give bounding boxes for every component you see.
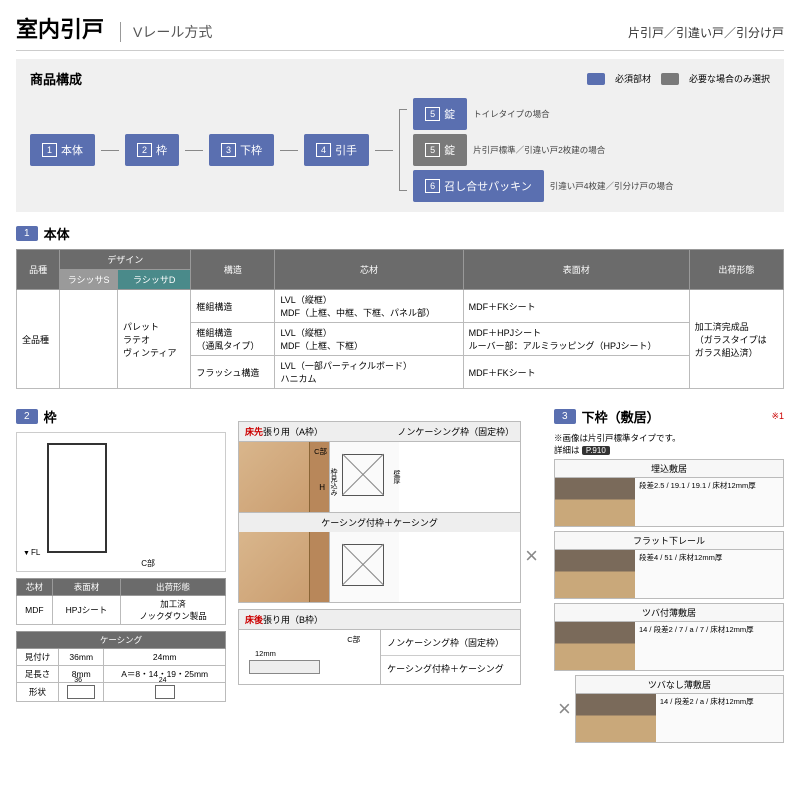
section-2-title: 枠 <box>44 407 57 426</box>
flow-step-2: 2枠 <box>125 134 179 166</box>
flow-opt-packing: 6召し合せパッキン <box>413 170 544 202</box>
flow-opt-note-1: トイレタイプの場合 <box>473 108 550 120</box>
frame-figure: FL C部 <box>16 432 226 572</box>
panel-a: 床先張り用（A枠）ノンケーシング枠（固定枠） C部 H 枠見込み 壁厚 ケー <box>238 421 521 603</box>
page-subtitle: Vレール方式 <box>120 22 212 42</box>
flow-step-4: 4引手 <box>304 134 369 166</box>
cross-icon-2: × <box>554 696 575 722</box>
section-2-header: 2 枠 <box>16 407 226 426</box>
section-1-badge: 1 <box>16 226 38 241</box>
sill-item-3: ツバ付薄敷居 14 / 段差2 / 7 / a / 7 / 床材12mm厚 <box>554 603 784 671</box>
legend: 必須部材 必要な場合のみ選択 <box>587 72 770 85</box>
page-header: 室内引戸 Vレール方式 片引戸／引違い戸／引分け戸 <box>16 12 784 51</box>
page-title: 室内引戸 <box>16 12 104 44</box>
section-3-header: 3 下枠（敷居） <box>554 407 660 426</box>
section-2-badge: 2 <box>16 409 38 424</box>
cross-section-a2 <box>329 532 399 602</box>
flow-opt-lock-2: 5錠 <box>413 134 467 166</box>
flow-step-3: 3下枠 <box>209 134 274 166</box>
cross-section-a1: 枠見込み 壁厚 <box>329 442 399 512</box>
spec-table-body: 品種 デザイン 構造 芯材 表面材 出荷形態 ラシッサS ラシッサD 全品種 パ… <box>16 249 784 389</box>
page-types: 片引戸／引違い戸／引分け戸 <box>628 24 784 41</box>
panel-b: 床後張り用（B枠） C部 12mm ノンケーシング枠（固定枠） ケーシング付枠＋… <box>238 609 521 685</box>
composition-flow: 1本体 2枠 3下枠 4引手 5錠トイレタイプの場合 5錠片引戸標準／引違い戸2… <box>30 98 770 202</box>
sill-item-2: フラット下レール 段差4 / 51 / 床材12mm厚 <box>554 531 784 599</box>
composition-title: 商品構成 <box>30 69 82 88</box>
section-3-badge: 3 <box>554 409 576 424</box>
door-image-a2 <box>239 532 329 602</box>
door-image-a1: C部 H <box>239 442 329 512</box>
c-part-label: C部 <box>141 558 155 569</box>
composition-panel: 商品構成 必須部材 必要な場合のみ選択 1本体 2枠 3下枠 4引手 5錠トイレ… <box>16 59 784 212</box>
legend-required-label: 必須部材 <box>615 72 651 85</box>
legend-optional-label: 必要な場合のみ選択 <box>689 72 770 85</box>
sill-item-1: 埋込敷居 段差2.5 / 19.1 / 19.1 / 床材12mm厚 <box>554 459 784 527</box>
frame-material-table: 芯材表面材出荷形態 MDFHPJシート加工済 ノックダウン製品 <box>16 578 226 625</box>
section-1-header: 1 本体 <box>16 224 784 243</box>
section-3-title: 下枠（敷居） <box>582 407 660 426</box>
flow-opt-lock-1: 5錠 <box>413 98 467 130</box>
sill-item-4: ツバなし薄敷居 14 / 段差2 / a / 床材12mm厚 <box>575 675 784 743</box>
flow-step-1: 1本体 <box>30 134 95 166</box>
cross-icon: × <box>521 543 542 569</box>
legend-required-icon <box>587 73 605 85</box>
section-1-title: 本体 <box>44 224 70 243</box>
flow-opt-note-3: 引違い戸4枚建／引分け戸の場合 <box>550 180 674 192</box>
section-3-note: ※1 <box>771 411 784 422</box>
sill-note: ※画像は片引戸標準タイプです。 詳細は P.910 <box>554 432 784 456</box>
legend-optional-icon <box>661 73 679 85</box>
flow-opt-note-2: 片引戸標準／引違い戸2枚建の場合 <box>473 144 605 156</box>
b-figure: C部 12mm <box>239 630 380 684</box>
fl-label: FL <box>23 548 40 557</box>
casing-table: ケーシング 見付け36mm24mm 足長さ8mmA＝8・14・19・25mm 形… <box>16 631 226 702</box>
